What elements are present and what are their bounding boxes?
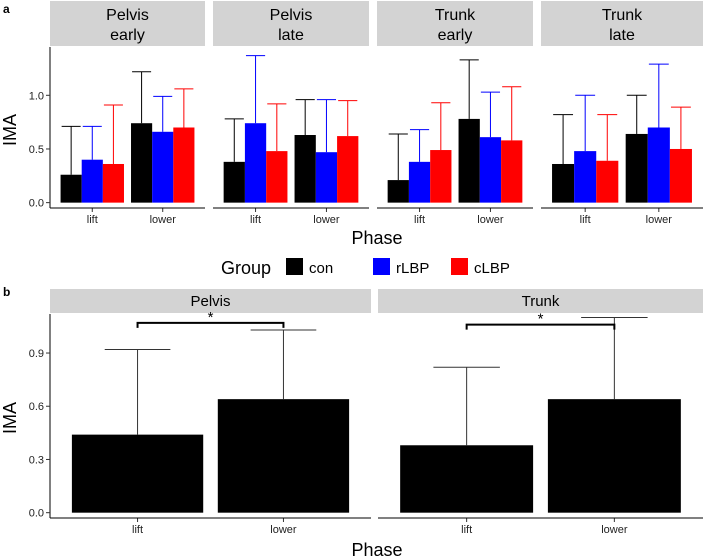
bar-lift xyxy=(71,434,204,513)
x-tick-label: lower xyxy=(646,214,673,226)
facet-strip-trunk-late: Trunk late xyxy=(541,1,703,46)
bar-cLBP-lift xyxy=(266,151,288,203)
bar-cLBP-lift xyxy=(596,160,619,203)
panel-a-label: a xyxy=(3,2,10,16)
y-tick-label: 1.0 xyxy=(29,90,44,102)
bar-lower xyxy=(217,399,350,513)
plot-pelvis-late: lift lower xyxy=(213,55,369,226)
facet-strip-background xyxy=(50,289,371,313)
facet-strip-pelvis-late: Pelvis late xyxy=(213,1,369,46)
bar-con-lift xyxy=(552,163,575,203)
facet-strip-line2: late xyxy=(278,27,304,44)
x-tick-label: lift xyxy=(461,524,472,536)
x-tick-label: lift xyxy=(414,214,425,226)
bar-con-lower xyxy=(131,123,153,203)
facet-strip-line1: Pelvis xyxy=(270,7,313,24)
y-axis-title: IMA xyxy=(0,402,20,434)
legend-items: con rLBP cLBP xyxy=(286,258,510,277)
facet-strip-pelvis: Pelvis xyxy=(50,289,371,313)
y-tick-label: 0.0 xyxy=(29,198,44,210)
bar-rLBP-lower xyxy=(647,127,670,203)
bar-rLBP-lift xyxy=(408,161,431,203)
facet-strip-background xyxy=(378,289,703,313)
facet-strip-trunk: Trunk xyxy=(378,289,703,313)
x-tick-label: lower xyxy=(601,524,628,536)
x-tick-label: lift xyxy=(250,214,261,226)
bar-con-lower xyxy=(458,118,480,203)
facet-strip-title: Trunk xyxy=(522,293,560,310)
y-tick-label: 0.6 xyxy=(29,401,44,413)
y-axis: 0.0 0.5 1.0 xyxy=(29,47,51,210)
x-axis-title: Phase xyxy=(351,228,402,248)
bar-cLBP-lower xyxy=(501,140,523,203)
x-tick-label: lower xyxy=(313,214,340,226)
legend-label-con: con xyxy=(309,260,333,277)
bar-rLBP-lower xyxy=(152,131,174,203)
x-tick-label: lift xyxy=(87,214,98,226)
facet-strip-line1: Pelvis xyxy=(106,7,149,24)
bar-con-lift xyxy=(223,161,245,203)
facet-strip-background xyxy=(50,1,205,46)
facet-strip-background xyxy=(213,1,369,46)
bar-lift xyxy=(400,445,534,513)
bar-rLBP-lower xyxy=(479,137,502,203)
bar-cLBP-lift xyxy=(102,163,124,203)
facet-strip-trunk-early: Trunk early xyxy=(377,1,533,46)
facet-strip-title: Pelvis xyxy=(190,293,230,310)
bar-con-lower xyxy=(294,135,316,203)
facet-strip-line1: Trunk xyxy=(602,7,643,24)
legend-label-cLBP: cLBP xyxy=(474,260,510,277)
plot-pelvis-early: lift lower xyxy=(50,71,205,226)
bar-rLBP-lift xyxy=(574,151,597,203)
bar-cLBP-lower xyxy=(173,127,195,203)
plot-trunk-early: lift lower xyxy=(377,59,533,226)
y-tick-label: 0.0 xyxy=(29,508,44,520)
facet-strip-background xyxy=(541,1,703,46)
legend: Group con rLBP cLBP xyxy=(221,258,510,278)
panel-a: a Pelvis early Pelvis late Trunk early T… xyxy=(0,1,703,278)
bar-rLBP-lift xyxy=(244,123,267,203)
bar-con-lift xyxy=(60,174,82,203)
facet-strip-line2: late xyxy=(609,27,635,44)
facet-strip-background xyxy=(377,1,533,46)
y-axis-title: IMA xyxy=(0,114,20,146)
x-axis-title: Phase xyxy=(351,540,402,559)
panel-b: b Pelvis Trunk lift lower * lift lower * 0.0… xyxy=(0,285,703,559)
panel-b-label: b xyxy=(3,285,10,299)
legend-label-rLBP: rLBP xyxy=(396,260,429,277)
significance-bracket xyxy=(136,321,285,328)
legend-key-cLBP xyxy=(451,258,468,275)
facet-strip-line2: early xyxy=(110,27,145,44)
bar-lower xyxy=(547,399,681,513)
bar-con-lift xyxy=(387,180,409,203)
plot-trunk-late: lift lower xyxy=(541,63,703,226)
significance-star: * xyxy=(208,309,214,326)
plot-trunk: lift lower * xyxy=(378,311,703,536)
x-tick-label: lower xyxy=(270,524,297,536)
bar-rLBP-lift xyxy=(81,159,103,203)
bar-cLBP-lift xyxy=(430,150,452,203)
y-tick-label: 0.9 xyxy=(29,348,44,360)
legend-key-rLBP xyxy=(373,258,390,275)
x-tick-label: lower xyxy=(477,214,504,226)
bar-rLBP-lower xyxy=(315,152,338,203)
x-tick-label: lower xyxy=(150,214,177,226)
y-tick-label: 0.3 xyxy=(29,454,44,466)
x-tick-label: lift xyxy=(580,214,591,226)
legend-title: Group xyxy=(221,258,271,278)
facet-strip-pelvis-early: Pelvis early xyxy=(50,1,205,46)
facet-strip-line1: Trunk xyxy=(435,7,476,24)
bar-cLBP-lower xyxy=(337,136,359,203)
x-tick-label: lift xyxy=(132,524,143,536)
facet-strip-line2: early xyxy=(438,27,473,44)
legend-key-con xyxy=(286,258,303,275)
bar-con-lower xyxy=(625,133,648,203)
significance-bracket xyxy=(465,323,616,330)
significance-star: * xyxy=(538,311,544,328)
bar-cLBP-lower xyxy=(669,148,692,203)
y-tick-label: 0.5 xyxy=(29,144,44,156)
y-axis: 0.0 0.3 0.6 0.9 xyxy=(29,314,51,520)
plot-pelvis: lift lower * xyxy=(50,309,371,536)
